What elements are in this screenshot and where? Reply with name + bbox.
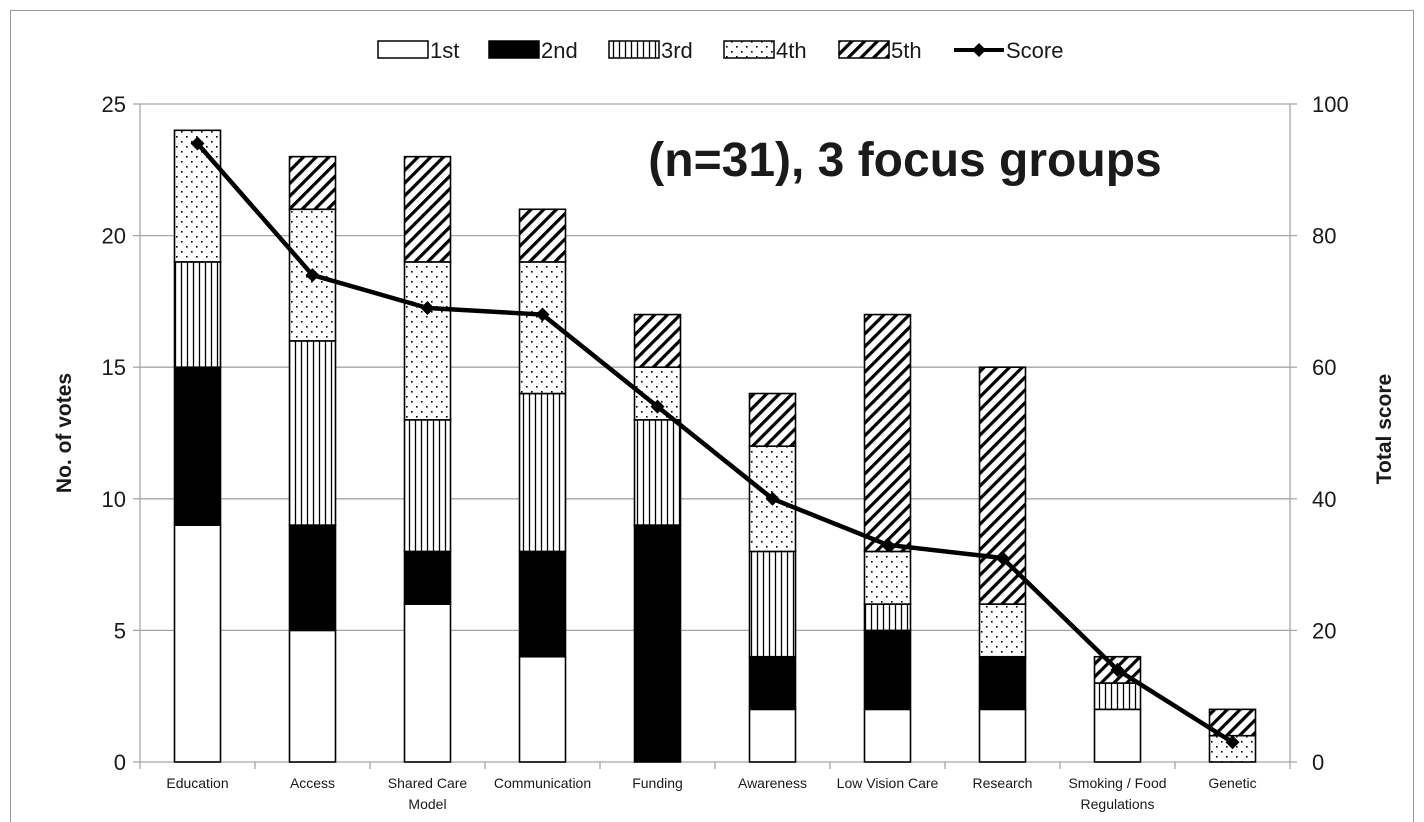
score-marker	[995, 551, 1010, 566]
y-tick-label: 0	[114, 750, 126, 775]
score-marker	[1110, 662, 1125, 677]
legend-swatch-2nd	[488, 40, 540, 59]
bar-segment-5th	[403, 155, 452, 263]
bar-segment-5th	[978, 366, 1027, 605]
bar-segment-2nd	[633, 524, 682, 763]
x-category-label: Genetic	[1208, 775, 1256, 791]
x-category-label: Access	[290, 775, 335, 791]
x-category-label: Smoking / Food Regulations	[1068, 775, 1166, 812]
score-marker	[650, 399, 665, 414]
y-tick-label: 20	[102, 224, 126, 249]
annotation-text: (n=31), 3 focus groups	[648, 134, 1161, 187]
bar-segment-5th	[633, 313, 682, 368]
legend-label-3rd: 3rd	[661, 38, 693, 63]
y2-tick-label: 80	[1312, 224, 1336, 249]
score-marker	[1225, 735, 1240, 750]
bar-segment-2nd	[288, 524, 337, 632]
legend-label-score: Score	[1006, 38, 1063, 63]
bar-segment-5th	[863, 313, 912, 553]
score-marker	[765, 491, 780, 506]
bar-segment-1st	[288, 629, 337, 763]
x-category-label: Low Vision Care	[837, 775, 939, 791]
bars	[173, 129, 1257, 763]
bar-segment-2nd	[978, 655, 1027, 711]
legend-swatch-1st	[377, 40, 429, 59]
legend-label-2nd: 2nd	[541, 38, 578, 63]
bar-segment-3rd	[863, 603, 912, 632]
bar-segment-4th	[173, 129, 222, 263]
legend-swatch-4th	[723, 40, 775, 59]
score-marker	[305, 268, 320, 283]
y2-tick-label: 40	[1312, 487, 1336, 512]
legend: 1st 2nd 3rd 4th 5th Score	[377, 38, 1063, 63]
bar-segment-1st	[518, 655, 567, 763]
bar-segment-3rd	[748, 550, 797, 658]
bar-segment-1st	[403, 603, 452, 763]
bar-segment-4th	[863, 550, 912, 605]
x-category-label: Funding	[632, 775, 683, 791]
bar-segment-5th	[748, 392, 797, 447]
bar-segment-1st	[173, 524, 222, 763]
score-marker	[880, 537, 895, 552]
x-category-label: Communication	[494, 775, 591, 791]
bar-segment-5th	[288, 155, 337, 211]
bar-segment-3rd	[633, 419, 682, 526]
score-line-path	[195, 141, 1234, 745]
bar-segment-1st	[863, 708, 912, 763]
score-marker	[535, 307, 550, 322]
y2-tick-label: 0	[1312, 750, 1324, 775]
labels: 0 5 10 15 20 25 0 20 40 60 80 100 Education Access Sha…	[53, 92, 1396, 812]
x-category-label: Research	[973, 775, 1033, 791]
y-tick-label: 5	[114, 618, 126, 643]
bar-segment-3rd	[288, 340, 337, 526]
bar-segment-3rd	[173, 261, 222, 369]
x-category-label: Shared Care Model	[388, 775, 468, 812]
bar-segment-1st	[1093, 708, 1142, 763]
y-axis-title: No. of votes	[53, 373, 76, 493]
y2-tick-label: 20	[1312, 618, 1336, 643]
bar-segment-5th	[518, 208, 567, 263]
y2-tick-label: 60	[1312, 355, 1336, 380]
bar-segment-3rd	[518, 392, 567, 553]
bar-segment-4th	[403, 261, 452, 421]
legend-swatch-3rd	[608, 40, 660, 59]
bar-segment-1st	[748, 708, 797, 763]
bar-segment-1st	[978, 708, 1027, 763]
bar-segment-2nd	[863, 629, 912, 711]
y-tick-label: 25	[102, 92, 126, 117]
bar-segment-3rd	[403, 419, 452, 553]
legend-label-1st: 1st	[430, 38, 459, 63]
bar-segment-2nd	[518, 550, 567, 658]
legend-swatch-score-marker	[972, 43, 986, 57]
y2-axis-title: Total score	[1373, 374, 1396, 484]
score-marker	[420, 300, 435, 315]
bar-segment-2nd	[748, 655, 797, 711]
y-tick-label: 15	[102, 355, 126, 380]
y2-tick-label: 100	[1312, 92, 1349, 117]
score-marker	[190, 136, 205, 151]
y-tick-label: 10	[102, 487, 126, 512]
x-category-label: Awareness	[738, 775, 807, 791]
legend-label-5th: 5th	[891, 38, 922, 63]
x-category-label: Education	[166, 775, 228, 791]
bar-segment-2nd	[173, 366, 222, 526]
chart-frame	[10, 10, 1414, 822]
legend-swatch-5th	[838, 40, 890, 59]
bar-segment-4th	[978, 603, 1027, 658]
bar-segment-3rd	[1093, 682, 1142, 711]
score-line	[190, 136, 1240, 750]
bar-segment-2nd	[403, 550, 452, 605]
legend-label-4th: 4th	[776, 38, 807, 63]
